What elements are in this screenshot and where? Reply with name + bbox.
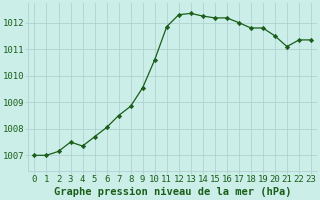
X-axis label: Graphe pression niveau de la mer (hPa): Graphe pression niveau de la mer (hPa): [54, 187, 292, 197]
